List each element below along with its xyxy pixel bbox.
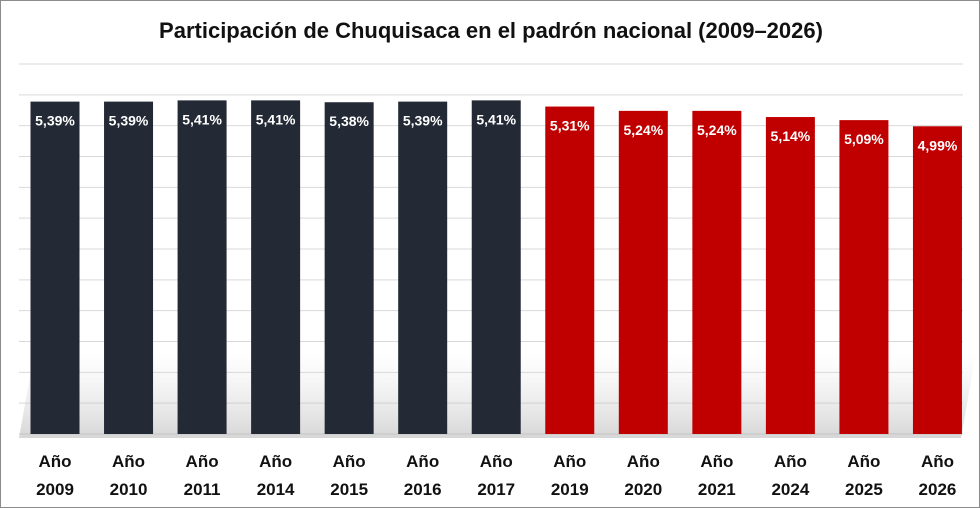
bar-2010 bbox=[104, 101, 154, 434]
tick-label-2019: Año 2019 bbox=[551, 452, 589, 499]
bars bbox=[30, 100, 962, 435]
data-labels: 5,39% 5,39% 5,41% 5,41% 5,38% 5,39% 5,41% 5,31%… bbox=[35, 111, 958, 153]
tick-label-2026: Año 2026 bbox=[919, 452, 957, 499]
bar-2021 bbox=[692, 110, 742, 434]
tick-label-2015: Año 2015 bbox=[330, 452, 368, 499]
bar-2016 bbox=[398, 101, 448, 434]
bar-2011 bbox=[177, 100, 227, 434]
x-axis-tick-labels: Año 2009 Año 2010 Año 2011 Año 2014 Año 2015 Año 20… bbox=[36, 452, 956, 499]
tick-label-2021: Año 2021 bbox=[698, 452, 736, 499]
data-label-2024: 5,14% bbox=[771, 128, 811, 144]
data-label-2016: 5,39% bbox=[403, 113, 443, 129]
data-label-2025: 5,09% bbox=[844, 131, 884, 147]
tick-label-2025: Año 2025 bbox=[845, 452, 883, 499]
data-label-2020: 5,24% bbox=[623, 122, 663, 138]
data-label-2011: 5,41% bbox=[182, 111, 222, 127]
data-label-2015: 5,38% bbox=[329, 113, 369, 129]
tick-label-2014: Año 2014 bbox=[257, 452, 295, 499]
tick-label-2009: Año 2009 bbox=[36, 452, 74, 499]
tick-label-2010: Año 2010 bbox=[110, 452, 148, 499]
data-label-2014: 5,41% bbox=[256, 111, 296, 127]
data-label-2021: 5,24% bbox=[697, 122, 737, 138]
bar-2024 bbox=[765, 117, 815, 435]
chart-title: Participación de Chuquisaca en el padrón… bbox=[159, 18, 823, 43]
tick-label-2024: Año 2024 bbox=[771, 452, 809, 499]
tick-label-2016: Año 2016 bbox=[404, 452, 442, 499]
bar-2020 bbox=[618, 110, 668, 434]
data-label-2017: 5,41% bbox=[476, 111, 516, 127]
bar-2009 bbox=[30, 101, 80, 434]
tick-label-2017: Año 2017 bbox=[477, 452, 515, 499]
bar-2014 bbox=[251, 100, 301, 434]
bar-2019 bbox=[545, 106, 595, 435]
data-label-2010: 5,39% bbox=[109, 113, 149, 129]
data-label-2026: 4,99% bbox=[918, 137, 958, 153]
data-label-2009: 5,39% bbox=[35, 113, 75, 129]
bar-2026 bbox=[912, 126, 962, 435]
bar-2025 bbox=[839, 120, 889, 434]
bar-2017 bbox=[471, 100, 521, 434]
tick-label-2011: Año 2011 bbox=[184, 452, 221, 499]
bar-2015 bbox=[324, 102, 374, 434]
data-label-2019: 5,31% bbox=[550, 118, 590, 134]
tick-label-2020: Año 2020 bbox=[624, 452, 662, 499]
